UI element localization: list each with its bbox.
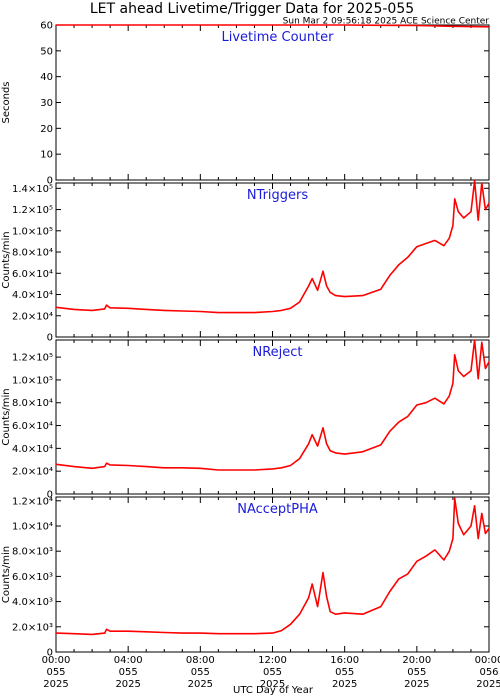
- y-tick-label: 60: [40, 21, 53, 32]
- y-tick-label: 1.2×10⁴: [12, 496, 53, 507]
- y-tick-label: 40: [40, 72, 53, 83]
- y-tick-label: 4.0×10⁴: [12, 444, 53, 455]
- y-tick-label: 6.0×10⁴: [12, 269, 53, 280]
- y-axis-label: Counts/min: [1, 388, 12, 445]
- panel-0: 0 10 20 30 40 50 60 Seconds Livetime Counter: [1, 21, 490, 187]
- y-tick-label: 8.0×10⁴: [12, 248, 53, 259]
- y-tick-label: 8.0×10⁴: [12, 398, 53, 409]
- x-tick-label-line: 055: [119, 667, 138, 678]
- y-tick-label: 1.2×10⁵: [12, 353, 53, 364]
- y-tick-label: 4.0×10³: [12, 597, 53, 608]
- x-tick-label-line: 055: [263, 667, 282, 678]
- y-tick-label: 30: [40, 98, 53, 109]
- x-tick-label-line: 16:00: [330, 655, 359, 666]
- y-tick-label: 0: [47, 490, 53, 501]
- y-tick-label: 10: [40, 150, 53, 161]
- y-tick-label: 2.0×10⁴: [12, 467, 53, 478]
- x-tick-label-line: 04:00: [114, 655, 143, 666]
- panel-frame: [55, 182, 490, 338]
- x-tick-label-line: 056: [479, 667, 498, 678]
- x-tick-label-line: 2025: [43, 679, 68, 690]
- x-tick-label-line: 08:00: [186, 655, 215, 666]
- y-tick-label: 1.0×10⁵: [12, 226, 53, 237]
- x-tick-label-line: 2025: [404, 679, 429, 690]
- panels-group: 0 10 20 30 40 50 60 Seconds Livetime Counter 0 2.0…: [1, 21, 490, 659]
- series-line: [55, 497, 490, 636]
- x-tick-label-line: 055: [407, 667, 426, 678]
- y-axis-label: Counts/min: [1, 231, 12, 288]
- x-tick-label-line: 2025: [476, 679, 500, 690]
- series-line: [55, 339, 490, 471]
- x-tick-label: 00:000562025: [475, 655, 500, 690]
- timestamp-label: Sun Mar 2 09:56:18 2025 ACE Science Cent…: [283, 17, 490, 27]
- y-axis-label: Seconds: [1, 81, 12, 123]
- x-tick-label-line: 00:00: [475, 655, 500, 666]
- panel-label: NAcceptPHA: [237, 502, 318, 517]
- panel-frame: [55, 24, 490, 181]
- x-tick-label-line: 2025: [260, 679, 285, 690]
- y-tick-label: 6.0×10³: [12, 572, 53, 583]
- y-tick-label: 1.4×10⁵: [12, 184, 53, 195]
- y-tick-label: 6.0×10⁴: [12, 421, 53, 432]
- panel-label: NTriggers: [247, 188, 309, 203]
- y-tick-label: 4.0×10⁴: [12, 290, 53, 301]
- panel-2: 0 2.0×10⁴ 4.0×10⁴ 6.0×10⁴ 8.0×10⁴ 1.0×10⁵ 1.2×…: [1, 339, 490, 501]
- x-axis-ticks: 00:00055202504:00055202508:00055202512:0…: [42, 655, 500, 690]
- y-tick-label: 1.0×10⁵: [12, 375, 53, 386]
- x-tick-label-line: 055: [191, 667, 210, 678]
- y-tick-label: 20: [40, 124, 53, 135]
- x-axis-label: UTC Day of Year: [233, 685, 314, 696]
- y-tick-label: 8.0×10³: [12, 547, 53, 558]
- x-tick-label-line: 2025: [188, 679, 213, 690]
- y-tick-label: 2.0×10⁴: [12, 311, 53, 322]
- x-tick-label-line: 00:00: [42, 655, 71, 666]
- y-tick-label: 0: [47, 648, 53, 659]
- panel-frame: [55, 339, 490, 495]
- y-tick-label: 1.2×10⁵: [12, 205, 53, 216]
- x-tick-label-line: 055: [335, 667, 354, 678]
- chart-title: LET ahead Livetime/Trigger Data for 2025…: [90, 1, 414, 17]
- y-tick-label: 0: [47, 176, 53, 187]
- y-tick-label: 1.0×10⁴: [12, 521, 53, 532]
- y-tick-label: 2.0×10³: [12, 622, 53, 633]
- y-tick-label: 0: [47, 333, 53, 344]
- y-tick-label: 50: [40, 46, 53, 57]
- y-axis-label: Counts/min: [1, 546, 12, 603]
- panel-label: Livetime Counter: [222, 30, 335, 45]
- series-line: [55, 180, 490, 314]
- x-tick-label-line: 20:00: [402, 655, 431, 666]
- x-tick-label-line: 2025: [332, 679, 357, 690]
- x-tick-label-line: 2025: [115, 679, 140, 690]
- x-tick-label-line: 12:00: [258, 655, 287, 666]
- panel-1: 0 2.0×10⁴ 4.0×10⁴ 6.0×10⁴ 8.0×10⁴ 1.0×10⁵ 1.2×…: [1, 180, 490, 344]
- panel-3: 0 2.0×10³ 4.0×10³ 6.0×10³ 8.0×10³ 1.0×10⁴ 1.2×…: [1, 496, 490, 659]
- panel-frame: [55, 496, 490, 653]
- panel-label: NReject: [252, 345, 302, 360]
- series-line: [56, 24, 489, 28]
- x-tick-label-line: 055: [46, 667, 65, 678]
